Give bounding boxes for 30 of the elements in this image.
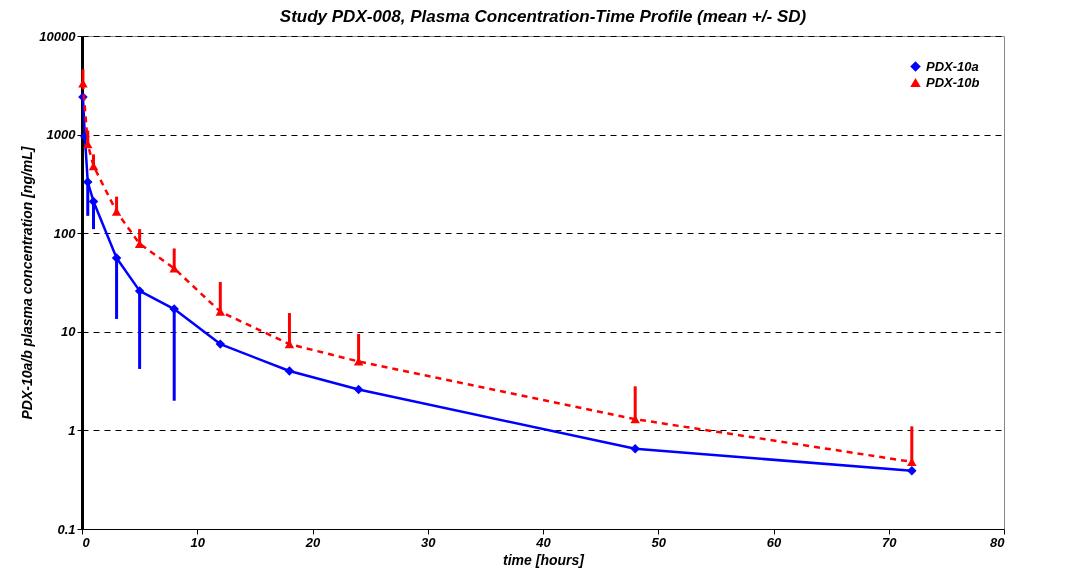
point xyxy=(630,444,640,454)
x-tick-label: 20 xyxy=(304,534,321,550)
point xyxy=(169,304,179,314)
x-tick-label: 10 xyxy=(190,534,206,550)
x-tick-label: 30 xyxy=(421,534,437,550)
point xyxy=(353,384,364,395)
legend-label: PDX-10a xyxy=(926,58,979,74)
point xyxy=(215,339,226,349)
x-tick-label: 40 xyxy=(535,534,552,550)
point xyxy=(111,253,122,263)
y-tick-label: 10 xyxy=(61,324,77,340)
y-tick-label: 100 xyxy=(53,225,77,241)
point xyxy=(284,366,295,376)
x-tick-label: 60 xyxy=(766,534,782,550)
x-tick-label: 70 xyxy=(882,534,898,550)
point xyxy=(630,415,640,424)
point xyxy=(907,465,917,476)
x-axis-title: time [hours] xyxy=(503,551,586,568)
y-tick-label: 0.1 xyxy=(57,521,76,537)
y-axis-title: PDX-10a/b plasma concentration [ng/mL] xyxy=(19,145,36,420)
y-tick-label: 10000 xyxy=(39,28,77,44)
point xyxy=(83,177,93,187)
y-tick-label: 1 xyxy=(68,422,76,438)
x-tick-label: 50 xyxy=(651,534,667,550)
point xyxy=(134,286,145,296)
y-tick-label: 1000 xyxy=(46,127,77,143)
x-tick-label: 0 xyxy=(82,534,91,550)
chart-title: Study PDX-008, Plasma Concentration-Time Profile (mean +/- SD) xyxy=(279,7,807,26)
legend-label: PDX-10b xyxy=(926,74,980,90)
x-tick-label: 80 xyxy=(990,534,1006,550)
